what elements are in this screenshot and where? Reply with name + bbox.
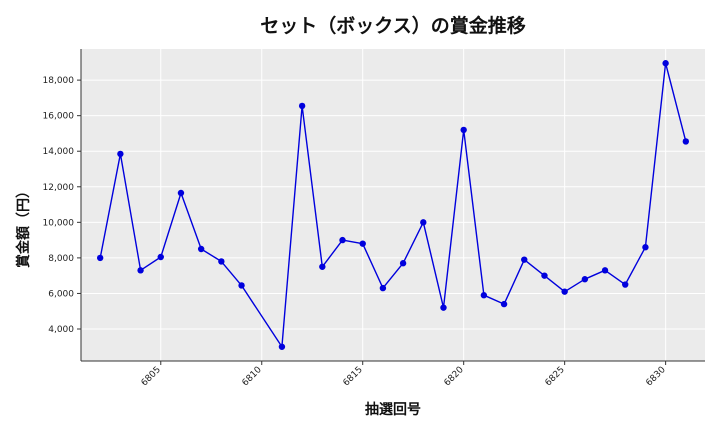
data-point — [500, 300, 508, 308]
plot-background — [81, 49, 705, 361]
data-point — [339, 236, 346, 244]
plot-area: 4,000 6,000 8,000 10,000 12,000 14,000 16,000 1… — [43, 49, 705, 388]
data-point — [319, 263, 326, 270]
data-point — [642, 244, 649, 251]
y-tick-label: 16,000 — [43, 112, 75, 122]
data-point — [157, 253, 164, 261]
data-point — [521, 256, 528, 263]
x-axis-label: 抽選回号 — [365, 401, 421, 418]
y-tick-label: 14,000 — [43, 147, 75, 157]
data-point — [298, 102, 306, 110]
data-point — [440, 304, 447, 311]
y-axis-label: 賞金額（円） — [15, 184, 32, 268]
data-point — [137, 267, 144, 274]
data-point — [218, 258, 225, 265]
data-point — [197, 245, 205, 253]
data-point — [622, 281, 629, 288]
data-point — [420, 219, 427, 226]
chart-title: セット（ボックス）の賞金推移 — [260, 14, 525, 37]
data-point — [662, 60, 669, 67]
data-point — [359, 240, 366, 247]
data-point — [177, 189, 185, 197]
data-point — [399, 260, 407, 267]
y-tick-label: 6,000 — [48, 289, 74, 299]
data-point — [682, 138, 690, 145]
data-point — [561, 288, 568, 295]
data-point — [379, 284, 387, 292]
y-tick-label: 4,000 — [48, 325, 74, 335]
data-point — [278, 343, 286, 350]
x-tick-label: 6820 — [443, 365, 466, 388]
x-tick-label: 6815 — [342, 365, 365, 388]
x-tick-label: 6830 — [644, 365, 667, 388]
data-point — [460, 126, 467, 134]
x-tick-label: 6805 — [140, 365, 163, 388]
x-tick-label: 6810 — [241, 365, 264, 388]
y-tick-label: 10,000 — [43, 218, 75, 228]
data-point — [541, 272, 548, 279]
y-tick-label: 8,000 — [48, 254, 74, 264]
y-tick-label: 18,000 — [43, 76, 75, 86]
x-tick-label: 6825 — [544, 365, 567, 388]
data-point — [117, 150, 124, 158]
data-point — [601, 267, 609, 274]
y-tick-label: 12,000 — [43, 183, 75, 193]
data-point — [96, 254, 104, 262]
data-point — [238, 282, 245, 289]
data-point — [480, 292, 488, 299]
data-point — [581, 276, 589, 283]
